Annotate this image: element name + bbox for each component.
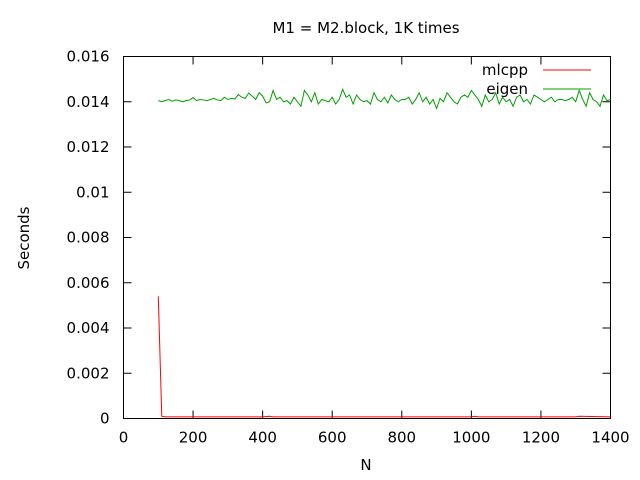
x-tick-label: 1400	[591, 429, 629, 447]
x-axis: 0 200 400 600 800 1000 1200 1400	[119, 56, 630, 447]
chart-title: M1 = M2.block, 1K times	[272, 19, 459, 37]
y-tick-label: 0.012	[67, 138, 110, 156]
x-tick-label: 0	[119, 429, 129, 447]
plot-frame	[123, 56, 611, 419]
x-tick-label: 1000	[452, 429, 490, 447]
y-tick-label: 0.002	[67, 364, 110, 382]
y-tick-label: 0.006	[67, 274, 110, 292]
series-line-eigen	[158, 87, 611, 111]
y-axis: 0 0.002 0.004 0.006 0.008 0.01 0.012 0.014 0.016	[67, 48, 611, 428]
x-tick-label: 600	[318, 429, 347, 447]
x-tick-label: 200	[179, 429, 208, 447]
y-tick-label: 0.016	[67, 48, 110, 66]
legend-label-eigen: eigen	[486, 80, 528, 98]
y-tick-label: 0.014	[67, 93, 110, 111]
x-tick-label: 800	[387, 429, 416, 447]
y-tick-label: 0	[100, 410, 110, 428]
y-tick-label: 0.004	[67, 319, 110, 337]
series-layer	[157, 87, 611, 418]
x-tick-label: 400	[248, 429, 277, 447]
y-axis-label: Seconds	[15, 206, 33, 269]
legend-label-mlcpp: mlcpp	[482, 61, 528, 79]
x-axis-label: N	[360, 456, 371, 474]
series-line-mlcpp	[157, 296, 611, 418]
x-tick-label: 1200	[522, 429, 560, 447]
y-tick-label: 0.01	[76, 183, 109, 201]
y-tick-label: 0.008	[67, 229, 110, 247]
